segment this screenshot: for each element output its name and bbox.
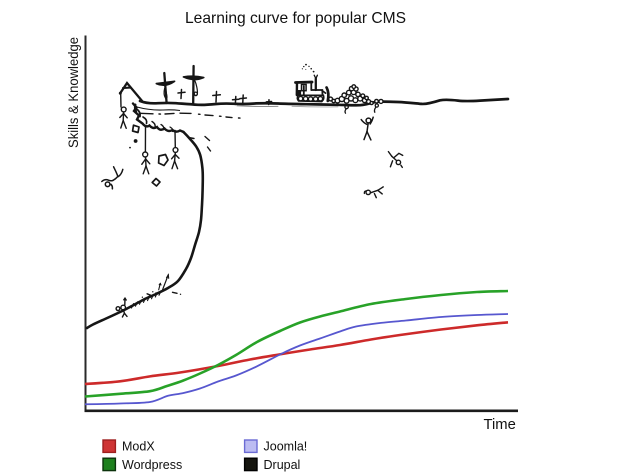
svg-text:ModX: ModX <box>122 440 155 454</box>
svg-text:Wordpress: Wordpress <box>122 458 182 472</box>
svg-text:Time: Time <box>484 417 516 433</box>
svg-text:Drupal: Drupal <box>264 458 301 472</box>
svg-text:Learning curve for popular CMS: Learning curve for popular CMS <box>185 10 406 27</box>
svg-text:Joomla!: Joomla! <box>264 440 308 454</box>
svg-text:Skills & Knowledge: Skills & Knowledge <box>65 37 81 148</box>
